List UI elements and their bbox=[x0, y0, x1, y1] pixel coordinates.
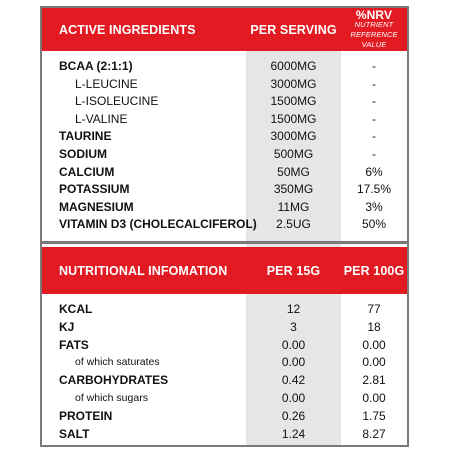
row-value-secondary: 77 bbox=[367, 302, 381, 316]
row-value-primary: 3000MG bbox=[270, 129, 317, 144]
row-value-secondary: - bbox=[372, 147, 376, 161]
row-value-primary: 0.00 bbox=[281, 355, 306, 370]
row-value-secondary: 8.27 bbox=[362, 426, 386, 441]
table-row: KCAL 12 77 bbox=[42, 301, 407, 317]
row-value-secondary: 0.00 bbox=[362, 337, 386, 352]
table-row: of which sugars 0.00 0.00 bbox=[42, 390, 407, 406]
row-value-primary: 0.00 bbox=[281, 391, 306, 405]
row-label: VITAMIN D3 (CHOLECALCIFEROL) bbox=[59, 217, 257, 232]
row-label: SODIUM bbox=[59, 147, 107, 161]
row-value-primary: 12 bbox=[286, 302, 301, 316]
row-value-secondary: 50% bbox=[361, 217, 387, 232]
row-value-primary: 2.5UG bbox=[276, 217, 311, 232]
row-value-primary: 50MG bbox=[277, 164, 310, 179]
row-label: PROTEIN bbox=[59, 408, 113, 423]
row-value-secondary: 17.5% bbox=[356, 182, 392, 197]
table-row: VITAMIN D3 (CHOLECALCIFEROL) 2.5UG 50% bbox=[42, 216, 407, 232]
row-value-secondary: 0.00 bbox=[362, 391, 386, 405]
row-label: FATS bbox=[59, 337, 89, 352]
row-label: of which sugars bbox=[75, 392, 148, 404]
header-per-15g: PER 15G bbox=[266, 263, 321, 278]
row-value-secondary: - bbox=[372, 129, 376, 144]
table-row: L-ISOLEUCINE 1500MG - bbox=[42, 93, 407, 109]
header-nrv: %NRV Nutrient Reference Value bbox=[341, 8, 407, 51]
table-row: L-VALINE 1500MG - bbox=[42, 111, 407, 127]
row-label: MAGNESIUM bbox=[59, 199, 134, 214]
table-row: BCAA (2:1:1) 6000MG - bbox=[42, 58, 407, 74]
row-value-secondary: 18 bbox=[367, 319, 381, 334]
row-label: CALCIUM bbox=[59, 164, 115, 179]
nutrition-header: NUTRITIONAL INFOMATION PER 15G PER 100G bbox=[42, 247, 407, 294]
row-label: SALT bbox=[59, 426, 90, 441]
table-row: KJ 3 18 bbox=[42, 319, 407, 335]
row-value-primary: 6000MG bbox=[270, 59, 317, 73]
table-row: L-LEUCINE 3000MG - bbox=[42, 76, 407, 92]
nutritional-information-table: NUTRITIONAL INFOMATION PER 15G PER 100G … bbox=[40, 242, 409, 447]
table-row: PROTEIN 0.26 1.75 bbox=[42, 408, 407, 424]
header-per-100g: PER 100G bbox=[343, 263, 405, 278]
row-value-primary: 3000MG bbox=[270, 76, 317, 91]
row-value-secondary: 2.81 bbox=[362, 373, 386, 388]
row-value-primary: 0.26 bbox=[281, 408, 306, 423]
row-label: KCAL bbox=[59, 302, 93, 316]
row-value-secondary: - bbox=[372, 94, 376, 109]
row-label: L-LEUCINE bbox=[75, 76, 138, 91]
row-label: KJ bbox=[59, 319, 75, 334]
row-label: CARBOHYDRATES bbox=[59, 373, 169, 388]
row-value-secondary: - bbox=[372, 111, 376, 126]
header-per-serving: PER SERVING bbox=[250, 22, 337, 37]
row-value-primary: 1500MG bbox=[270, 94, 317, 109]
row-label: TAURINE bbox=[59, 129, 112, 144]
row-value-secondary: 6% bbox=[365, 164, 383, 179]
table-row: FATS 0.00 0.00 bbox=[42, 337, 407, 353]
row-value-primary: 3 bbox=[290, 319, 297, 334]
row-value-primary: 1500MG bbox=[270, 111, 317, 126]
row-label: L-VALINE bbox=[75, 111, 128, 126]
row-value-secondary: 0.00 bbox=[362, 355, 386, 370]
row-value-primary: 350MG bbox=[273, 182, 314, 197]
nrv-description: Nutrient Reference Value bbox=[350, 19, 398, 49]
nrv-label: %NRV bbox=[355, 7, 393, 22]
table-row: CALCIUM 50MG 6% bbox=[42, 164, 407, 180]
row-value-secondary: 3% bbox=[365, 199, 383, 214]
table-row: SODIUM 500MG - bbox=[42, 146, 407, 162]
table-row: of which saturates 0.00 0.00 bbox=[42, 354, 407, 370]
row-value-secondary: - bbox=[372, 76, 376, 91]
table-row: POTASSIUM 350MG 17.5% bbox=[42, 181, 407, 197]
row-label: BCAA (2:1:1) bbox=[59, 59, 133, 73]
table-row: CARBOHYDRATES 0.42 2.81 bbox=[42, 372, 407, 388]
row-value-primary: 0.42 bbox=[281, 373, 306, 388]
row-label: POTASSIUM bbox=[59, 182, 130, 197]
row-value-primary: 0.00 bbox=[281, 337, 306, 352]
row-value-primary: 500MG bbox=[273, 147, 314, 161]
row-value-secondary: 1.75 bbox=[362, 408, 386, 423]
row-label: L-ISOLEUCINE bbox=[75, 94, 159, 109]
active-ingredients-table: ACTIVE INGREDIENTS PER SERVING %NRV Nutr… bbox=[40, 6, 409, 243]
table-row: TAURINE 3000MG - bbox=[42, 128, 407, 144]
row-value-primary: 11MG bbox=[277, 199, 310, 214]
table-row: MAGNESIUM 11MG 3% bbox=[42, 199, 407, 215]
active-ingredients-header: ACTIVE INGREDIENTS PER SERVING %NRV Nutr… bbox=[42, 8, 407, 51]
header-nutritional-information: NUTRITIONAL INFOMATION bbox=[59, 263, 228, 278]
header-active-ingredients: ACTIVE INGREDIENTS bbox=[59, 22, 196, 37]
row-value-secondary: - bbox=[372, 59, 376, 73]
row-value-primary: 1.24 bbox=[281, 426, 306, 441]
table-row: SALT 1.24 8.27 bbox=[42, 426, 407, 442]
row-label: of which saturates bbox=[75, 356, 160, 369]
